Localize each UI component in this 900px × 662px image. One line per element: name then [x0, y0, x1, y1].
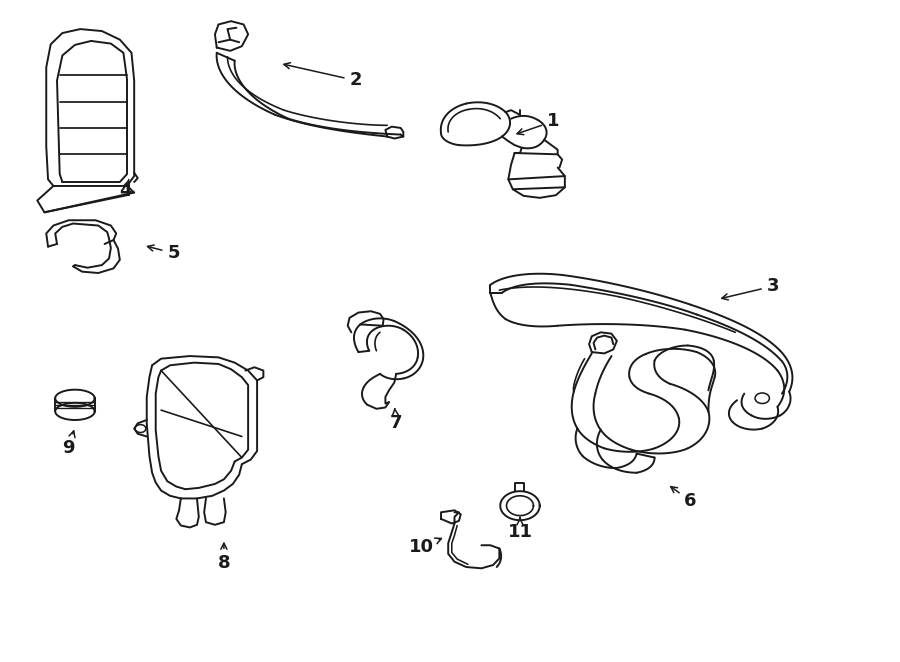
Text: 5: 5	[148, 244, 180, 262]
Text: 10: 10	[409, 538, 441, 556]
Text: 6: 6	[670, 487, 697, 510]
Text: 4: 4	[119, 179, 131, 200]
Text: 1: 1	[517, 113, 560, 134]
Text: 8: 8	[218, 543, 230, 572]
Text: 3: 3	[722, 277, 779, 300]
Text: 2: 2	[284, 63, 362, 89]
Text: 9: 9	[62, 431, 75, 457]
Text: 7: 7	[390, 408, 402, 432]
Text: 11: 11	[508, 518, 533, 541]
